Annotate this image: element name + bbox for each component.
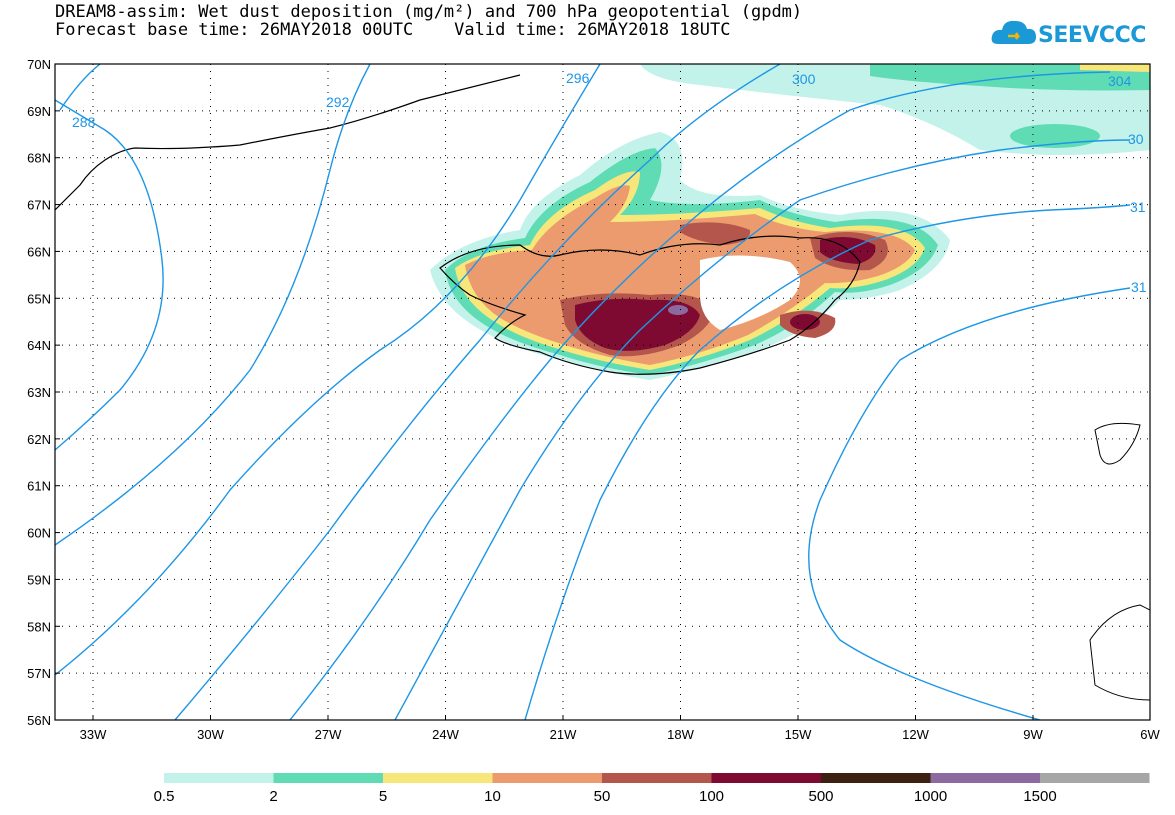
lon-label: 9W bbox=[1023, 727, 1043, 742]
lon-label: 33W bbox=[80, 727, 107, 742]
colorbar-swatch bbox=[711, 773, 821, 783]
map-area: 288 292 296 300 304 30 31 31 bbox=[55, 64, 1150, 720]
colorbar-label: 500 bbox=[808, 788, 833, 805]
lon-label: 30W bbox=[197, 727, 224, 742]
lat-label: 64N bbox=[27, 338, 51, 353]
colorbar-label: 5 bbox=[379, 788, 387, 805]
lon-label: 15W bbox=[785, 727, 812, 742]
gridlines bbox=[55, 64, 1150, 720]
lat-label: 59N bbox=[27, 572, 51, 587]
colorbar-swatch bbox=[930, 773, 1040, 783]
lat-label: 66N bbox=[27, 244, 51, 259]
colorbar-label: 10 bbox=[484, 788, 501, 805]
contour-label: 304 bbox=[1108, 73, 1132, 89]
colorbar-swatch bbox=[273, 773, 383, 783]
contour-label: 31 bbox=[1131, 279, 1147, 295]
contour-label: 30 bbox=[1128, 131, 1144, 147]
colorbar-swatch bbox=[492, 773, 602, 783]
lon-label: 12W bbox=[902, 727, 929, 742]
iceland-coastline bbox=[439, 235, 861, 375]
logo-text: SEEVCCC bbox=[1038, 23, 1146, 48]
contour-label: 31 bbox=[1130, 199, 1146, 215]
colorbar-label: 1000 bbox=[914, 788, 947, 805]
colorbar: 0.5 2 5 10 50 100 500 1000 1500 bbox=[154, 773, 1150, 805]
lat-label: 57N bbox=[27, 666, 51, 681]
contour-labels: 288 292 296 300 304 30 31 31 bbox=[72, 70, 1147, 295]
colorbar-swatch bbox=[821, 773, 931, 783]
lat-label: 62N bbox=[27, 432, 51, 447]
longitude-axis: 33W 30W 27W 24W 21W 18W 15W 12W 9W 6W bbox=[80, 715, 1160, 742]
lat-label: 60N bbox=[27, 526, 51, 541]
chart-subtitle: Forecast base time: 26MAY2018 00UTC Vali… bbox=[55, 20, 731, 40]
lat-label: 65N bbox=[27, 291, 51, 306]
cloud-logo-icon bbox=[991, 20, 1036, 44]
colorbar-label: 100 bbox=[699, 788, 724, 805]
contour-label: 288 bbox=[72, 114, 96, 130]
lon-label: 27W bbox=[315, 727, 342, 742]
geopotential-contours bbox=[55, 64, 1131, 720]
lat-label: 61N bbox=[27, 479, 51, 494]
colorbar-label: 1500 bbox=[1023, 788, 1056, 805]
chart-title: DREAM8-assim: Wet dust deposition (mg/m²… bbox=[55, 2, 803, 22]
colorbar-swatch bbox=[383, 773, 493, 783]
seevccc-logo: SEEVCCC bbox=[990, 14, 1150, 58]
lat-label: 56N bbox=[27, 713, 51, 728]
colorbar-label: 2 bbox=[269, 788, 277, 805]
lon-label: 6W bbox=[1140, 727, 1160, 742]
lat-label: 70N bbox=[27, 57, 51, 72]
lat-label: 67N bbox=[27, 198, 51, 213]
colorbar-swatch bbox=[602, 773, 712, 783]
colorbar-swatch bbox=[1040, 773, 1150, 783]
lat-label: 68N bbox=[27, 151, 51, 166]
lat-label: 58N bbox=[27, 619, 51, 634]
colorbar-swatch bbox=[164, 773, 274, 783]
contour-label: 296 bbox=[566, 70, 590, 86]
lon-label: 24W bbox=[432, 727, 459, 742]
greenland-coastline bbox=[55, 74, 521, 211]
colorbar-label: 50 bbox=[594, 788, 611, 805]
colorbar-label: 0.5 bbox=[154, 788, 175, 805]
lat-label: 63N bbox=[27, 385, 51, 400]
dust-deposition-fill bbox=[430, 64, 1150, 380]
contour-label: 292 bbox=[326, 94, 350, 110]
scotland-coastline bbox=[1089, 604, 1150, 701]
lat-label: 69N bbox=[27, 104, 51, 119]
lon-label: 18W bbox=[667, 727, 694, 742]
contour-label: 300 bbox=[792, 71, 816, 87]
faroe-coastline bbox=[1094, 422, 1141, 465]
lon-label: 21W bbox=[550, 727, 577, 742]
latitude-axis: 70N 69N 68N 67N 66N 65N 64N 63N 62N 61N 60N 59N 58N 5… bbox=[27, 57, 60, 728]
